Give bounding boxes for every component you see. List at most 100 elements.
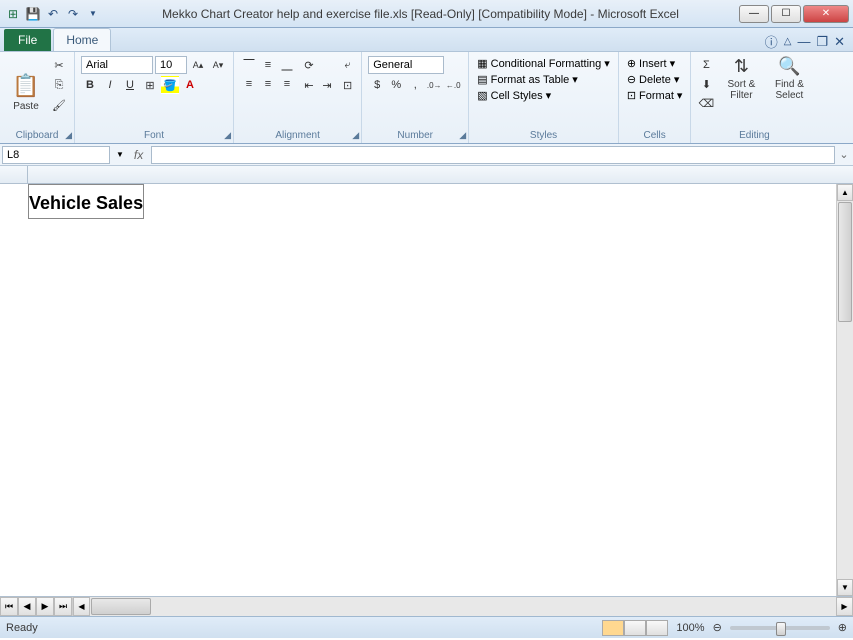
scroll-right-button[interactable]: ▶ bbox=[836, 597, 853, 616]
sheet-tab-bar: ⏮ ◀ ▶ ⏭ ◀ ▶ bbox=[0, 596, 853, 616]
sheet-first-button[interactable]: ⏮ bbox=[0, 597, 18, 616]
comma-button[interactable]: , bbox=[406, 76, 424, 94]
maximize-button[interactable]: ☐ bbox=[771, 5, 801, 23]
align-middle-button[interactable]: ≡ bbox=[259, 56, 277, 74]
page-layout-view-button[interactable] bbox=[624, 620, 646, 636]
name-box-dropdown[interactable]: ▼ bbox=[112, 150, 128, 159]
bold-button[interactable]: B bbox=[81, 76, 99, 94]
hscroll-thumb[interactable] bbox=[91, 598, 151, 615]
group-number: $ % , .0→ ←.0 Number ◢ bbox=[362, 52, 469, 143]
cut-button[interactable]: ✂ bbox=[50, 56, 68, 74]
align-center-button[interactable]: ≡ bbox=[259, 75, 277, 93]
doc-restore-icon[interactable]: ❐ bbox=[816, 34, 828, 50]
fill-color-button[interactable]: 🪣 bbox=[161, 76, 179, 94]
increase-indent-button[interactable]: ⇥ bbox=[318, 76, 336, 94]
format-icon: ⊡ bbox=[627, 89, 636, 102]
delete-cells-button[interactable]: ⊖Delete ▾ bbox=[625, 72, 685, 87]
tab-home[interactable]: Home bbox=[53, 28, 111, 51]
format-cells-button[interactable]: ⊡Format ▾ bbox=[625, 88, 685, 103]
italic-button[interactable]: I bbox=[101, 76, 119, 94]
status-bar: Ready 100% ⊖ ⊕ bbox=[0, 616, 853, 638]
page-break-view-button[interactable] bbox=[646, 620, 668, 636]
doc-minimize-icon[interactable]: — bbox=[797, 34, 810, 49]
conditional-formatting-button[interactable]: ▦Conditional Formatting ▾ bbox=[475, 56, 612, 71]
shrink-font-button[interactable]: A▾ bbox=[209, 56, 227, 74]
zoom-slider[interactable] bbox=[730, 626, 830, 630]
grow-font-button[interactable]: A▴ bbox=[189, 56, 207, 74]
clipboard-launcher[interactable]: ◢ bbox=[65, 130, 72, 141]
font-name-input[interactable] bbox=[81, 56, 153, 74]
accounting-button[interactable]: $ bbox=[368, 76, 386, 94]
find-select-button[interactable]: 🔍 Find & Select bbox=[767, 56, 811, 101]
font-color-button[interactable]: A bbox=[181, 76, 199, 94]
sheet-last-button[interactable]: ⏭ bbox=[54, 597, 72, 616]
decrease-decimal-button[interactable]: ←.0 bbox=[444, 76, 462, 94]
horizontal-scrollbar[interactable]: ◀ ▶ bbox=[72, 597, 853, 616]
align-left-button[interactable]: ≡ bbox=[240, 75, 258, 93]
redo-icon[interactable]: ↷ bbox=[64, 5, 82, 23]
format-as-table-button[interactable]: ▤Format as Table ▾ bbox=[475, 72, 612, 87]
border-button[interactable]: ⊞ bbox=[141, 76, 159, 94]
formula-input[interactable] bbox=[151, 146, 835, 164]
normal-view-button[interactable] bbox=[602, 620, 624, 636]
formula-bar-expand[interactable]: ⌄ bbox=[837, 148, 851, 161]
scroll-down-button[interactable]: ▼ bbox=[837, 579, 853, 596]
autosum-button[interactable]: Σ bbox=[697, 56, 715, 74]
save-icon[interactable]: 💾 bbox=[24, 5, 42, 23]
increase-decimal-button[interactable]: .0→ bbox=[425, 76, 443, 94]
wrap-text-button[interactable]: ⤶ bbox=[340, 56, 355, 74]
number-format-select[interactable] bbox=[368, 56, 444, 74]
scroll-up-button[interactable]: ▲ bbox=[837, 184, 853, 201]
find-icon: 🔍 bbox=[778, 56, 800, 77]
column-headers bbox=[0, 166, 853, 184]
delete-icon: ⊖ bbox=[627, 73, 636, 86]
mekko-chart[interactable]: Vehicle Sales bbox=[28, 184, 144, 219]
minimize-ribbon-icon[interactable]: △ bbox=[784, 36, 792, 47]
ribbon-help: ⓘ △ — ❐ ✕ bbox=[765, 32, 853, 51]
view-buttons bbox=[602, 620, 668, 636]
copy-button[interactable]: ⎘ bbox=[50, 76, 68, 94]
undo-icon[interactable]: ↶ bbox=[44, 5, 62, 23]
scroll-left-button[interactable]: ◀ bbox=[73, 597, 90, 616]
zoom-in-button[interactable]: ⊕ bbox=[838, 621, 847, 634]
name-box[interactable] bbox=[2, 146, 110, 164]
paste-icon: 📋 bbox=[12, 73, 39, 99]
insert-cells-button[interactable]: ⊕Insert ▾ bbox=[625, 56, 685, 71]
scroll-thumb[interactable] bbox=[838, 202, 852, 322]
percent-button[interactable]: % bbox=[387, 76, 405, 94]
help-icon[interactable]: ⓘ bbox=[765, 32, 778, 51]
number-launcher[interactable]: ◢ bbox=[459, 130, 466, 141]
minimize-button[interactable]: — bbox=[739, 5, 769, 23]
select-all-corner[interactable] bbox=[0, 166, 28, 183]
cell-styles-button[interactable]: ▧Cell Styles ▾ bbox=[475, 88, 612, 103]
orientation-button[interactable]: ⟳ bbox=[300, 56, 318, 74]
clear-button[interactable]: ⌫ bbox=[697, 94, 715, 112]
font-size-input[interactable] bbox=[155, 56, 187, 74]
zoom-out-button[interactable]: ⊖ bbox=[713, 621, 722, 634]
cond-format-icon: ▦ bbox=[477, 57, 487, 70]
merge-button[interactable]: ⊡ bbox=[340, 76, 355, 94]
alignment-launcher[interactable]: ◢ bbox=[352, 130, 359, 141]
doc-close-icon[interactable]: ✕ bbox=[834, 34, 845, 50]
fx-icon[interactable]: fx bbox=[128, 148, 149, 162]
paste-button[interactable]: 📋 Paste bbox=[6, 56, 46, 128]
decrease-indent-button[interactable]: ⇤ bbox=[300, 76, 318, 94]
qat-more-icon[interactable]: ▼ bbox=[84, 5, 102, 23]
vertical-scrollbar[interactable]: ▲ ▼ bbox=[836, 184, 853, 596]
fill-button[interactable]: ⬇ bbox=[697, 75, 715, 93]
sheet-prev-button[interactable]: ◀ bbox=[18, 597, 36, 616]
ribbon-tabs: File Home ⓘ △ — ❐ ✕ bbox=[0, 28, 853, 52]
align-right-button[interactable]: ≡ bbox=[278, 75, 296, 93]
font-launcher[interactable]: ◢ bbox=[224, 130, 231, 141]
close-button[interactable]: ✕ bbox=[803, 5, 849, 23]
formula-bar: ▼ fx ⌄ bbox=[0, 144, 853, 166]
align-bottom-button[interactable]: ⎽ bbox=[278, 56, 296, 74]
sheet-nav: ⏮ ◀ ▶ ⏭ bbox=[0, 597, 72, 616]
file-tab[interactable]: File bbox=[4, 29, 51, 51]
cells[interactable]: Vehicle Sales bbox=[28, 184, 853, 596]
format-painter-button[interactable]: 🖌 bbox=[50, 96, 68, 114]
sort-filter-button[interactable]: ⇅ Sort & Filter bbox=[719, 56, 763, 101]
align-top-button[interactable]: ⎺ bbox=[240, 56, 258, 74]
underline-button[interactable]: U bbox=[121, 76, 139, 94]
sheet-next-button[interactable]: ▶ bbox=[36, 597, 54, 616]
